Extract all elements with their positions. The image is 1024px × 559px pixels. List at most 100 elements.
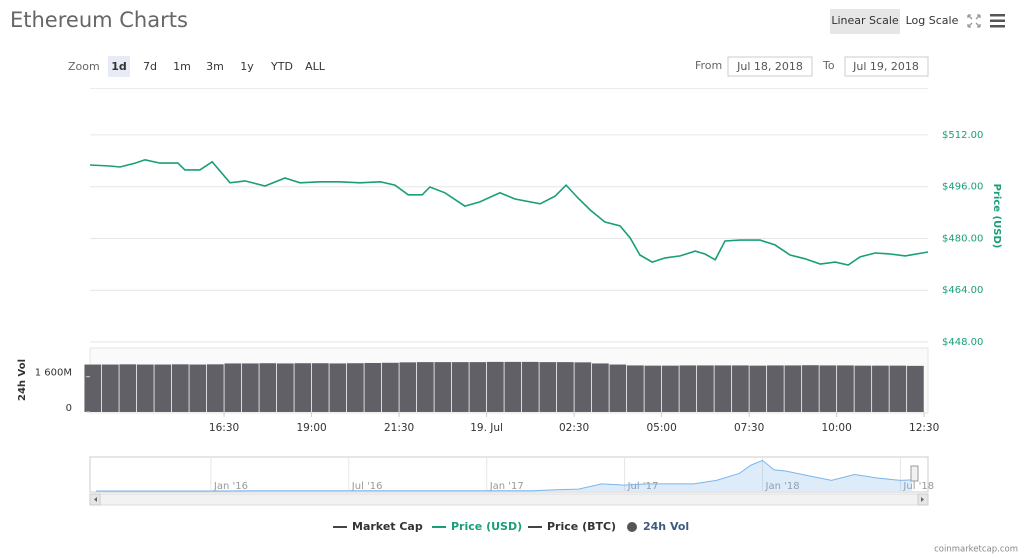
volume-bar [802,365,819,412]
menu-icon[interactable] [990,14,1005,28]
x-tick-label: 02:30 [559,422,589,434]
zoom-button[interactable]: 1d [111,60,127,73]
x-tick-label: 16:30 [209,422,239,434]
volume-bar [557,362,574,412]
volume-bar [469,362,487,412]
volume-bar [872,365,889,412]
volume-bar [522,361,539,412]
scale-button[interactable]: Log Scale [906,14,959,27]
volume-bar [311,363,329,412]
volume-bar [767,365,784,412]
navigator-line [96,459,912,492]
navigator-tick-label: Jul '16 [351,481,383,492]
to-label: To [822,59,835,72]
y-tick-label: $496.00 [942,182,983,193]
volume-bar [224,363,242,412]
volume-bar [154,364,172,412]
legend-label[interactable]: Price (USD) [451,520,522,533]
x-tick-label: 19. Jul [470,422,503,434]
volume-bar [84,364,102,412]
navigator-tick-label: Jan '17 [489,481,524,492]
legend-label[interactable]: Price (BTC) [547,520,616,533]
volume-bar [416,362,434,412]
volume-bar [241,363,259,412]
navigator-tick-label: Jan '16 [213,481,248,492]
zoom-button[interactable]: 1y [240,60,254,73]
x-tick-label: 21:30 [384,422,414,434]
from-input[interactable]: Jul 18, 2018 [736,60,803,73]
page-title: Ethereum Charts [10,8,188,32]
volume-bar [434,362,452,412]
scrollbar[interactable] [89,493,929,506]
x-tick-label: 19:00 [296,422,326,434]
volume-bar [819,365,837,412]
navigator-tick-label: Jan '18 [765,481,800,492]
zoom-button[interactable]: 3m [206,60,224,73]
fullscreen-icon[interactable] [967,14,981,28]
volume-bar [697,365,714,412]
volume-bar [381,362,399,412]
legend-symbol [627,522,637,532]
volume-bar [627,365,644,412]
zoom-button[interactable]: 7d [143,60,157,73]
y-axis-title: 24h Vol [17,359,28,401]
volume-bar [837,365,854,412]
x-tick-label: 05:00 [646,422,676,434]
volume-bar [119,364,137,412]
volume-bar [276,363,294,412]
legend-label[interactable]: 24h Vol [643,520,689,533]
volume-bar [609,364,627,412]
volume-bar [294,363,312,412]
to-input[interactable]: Jul 19, 2018 [852,60,919,73]
scale-button[interactable]: Linear Scale [831,14,899,27]
y-tick-label: 0 [66,403,72,414]
y-tick-label: $448.00 [942,337,983,348]
volume-bar [889,365,907,412]
x-tick-label: 10:00 [822,422,852,434]
volume-bar [189,364,207,412]
volume-bar [854,365,872,412]
y-tick-label: $512.00 [942,130,983,141]
zoom-label: Zoom [68,60,100,73]
legend-label[interactable]: Market Cap [352,520,423,533]
volume-bar [662,365,679,412]
volume-bar [259,363,277,412]
volume-bar [539,362,557,412]
volume-bar [364,363,382,412]
y-tick-label: $480.00 [942,233,983,244]
volume-bar [732,365,749,412]
zoom-selected-bg [108,56,130,77]
volume-bar [504,361,522,412]
from-input-box[interactable] [727,56,813,77]
x-tick-label: 07:30 [734,422,764,434]
to-input-box[interactable] [844,56,929,77]
volume-bar [574,362,592,412]
volume-bar [346,363,364,412]
volume-bar [486,361,504,412]
navigator-tick-label: Jul '18 [902,481,934,492]
navigator-handle[interactable] [910,465,919,482]
volume-bar [907,365,924,412]
from-label: From [695,59,722,72]
volume-bar [784,365,802,412]
credit: coinmarketcap.com [934,545,1018,555]
volume-bar [451,362,469,412]
volume-bar [171,364,189,412]
zoom-button[interactable]: 1m [173,60,191,73]
zoom-button[interactable]: ALL [305,60,326,73]
volume-bar [644,365,662,412]
zoom-button[interactable]: YTD [270,60,293,73]
volume-bar [136,364,154,412]
volume-bar [679,365,697,412]
price-line [89,158,929,266]
navigator-tick-label: Jul '17 [627,481,659,492]
y-tick-label: $464.00 [942,285,983,296]
volume-bar [592,363,609,412]
volume-bar [206,364,224,412]
plot-top-border [90,88,928,89]
volume-bar [714,365,732,412]
volume-bar [101,364,119,412]
navigator-area [96,460,912,491]
y-tick-label: 1 600M [35,368,72,379]
